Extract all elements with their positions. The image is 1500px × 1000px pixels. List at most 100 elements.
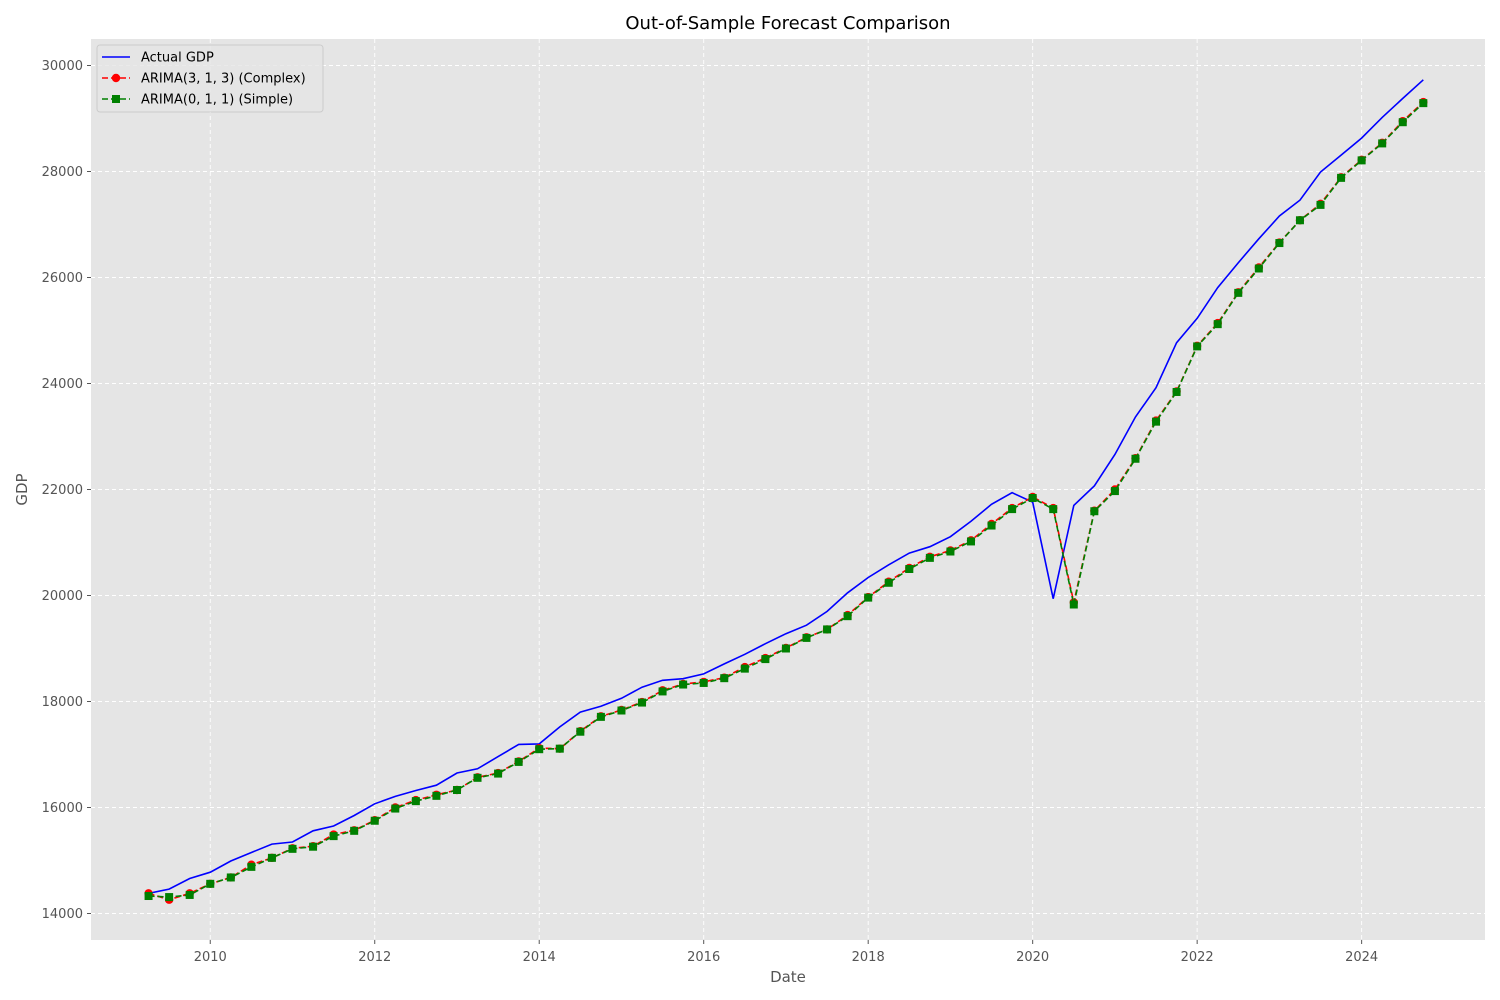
data-point (720, 674, 729, 683)
data-point (1090, 507, 1099, 516)
x-tick-label: 2012 (358, 950, 391, 965)
y-tick-label: 26000 (42, 271, 83, 286)
data-point (617, 706, 626, 715)
chart-title: Out-of-Sample Forecast Comparison (625, 13, 950, 34)
data-point (987, 521, 996, 530)
y-tick-label: 18000 (42, 695, 83, 710)
legend-item-arima-0-1-1-simple: ARIMA(0, 1, 1) (Simple) (102, 93, 293, 108)
data-point (144, 892, 153, 901)
x-tick-label: 2018 (852, 950, 885, 965)
x-tick-label: 2024 (1345, 950, 1378, 965)
y-axis-label: GDP (13, 473, 31, 505)
data-point (1275, 239, 1284, 248)
data-point (596, 712, 605, 721)
data-point (1419, 99, 1428, 108)
data-point (1193, 342, 1202, 351)
data-point (1172, 387, 1181, 396)
x-tick-label: 2022 (1181, 950, 1214, 965)
data-point (1069, 600, 1078, 609)
data-point (925, 553, 934, 562)
legend-item-actual-gdp: Actual GDP (102, 51, 214, 66)
data-point (473, 773, 482, 782)
data-point (514, 757, 523, 766)
legend-item-arima-3-1-3-complex: ARIMA(3, 1, 3) (Complex) (102, 72, 306, 87)
y-tick-label: 28000 (42, 165, 83, 180)
y-tick-label: 16000 (42, 801, 83, 816)
series-arima-0-1-1-simple (144, 99, 1428, 902)
legend: Actual GDP ARIMA(3, 1, 3) (Complex) ARIMA(… (96, 44, 324, 113)
data-point (699, 678, 708, 687)
data-point (494, 769, 503, 778)
legend-swatch-marker (111, 73, 121, 83)
data-point (638, 698, 647, 707)
data-point (165, 893, 174, 902)
data-point (1357, 156, 1366, 165)
data-point (309, 842, 318, 851)
data-point (1049, 505, 1058, 514)
data-point (1234, 288, 1243, 297)
x-tick-label: 2014 (523, 950, 556, 965)
series-layer (144, 79, 1428, 904)
y-tick-label: 14000 (42, 907, 83, 922)
x-axis-ticks: 2010 2012 2014 2016 2018 2020 2022 2024 (194, 940, 1378, 965)
y-tick-label: 30000 (42, 59, 83, 74)
y-axis-ticks: 14000 16000 18000 20000 22000 24000 26000 28000… (42, 59, 91, 922)
data-point (370, 816, 379, 825)
data-point (966, 537, 975, 546)
data-point (1337, 173, 1346, 182)
data-point (1152, 417, 1161, 426)
data-point (823, 625, 832, 634)
data-point (1008, 505, 1017, 514)
y-tick-label: 24000 (42, 377, 83, 392)
data-point (658, 687, 667, 696)
data-point (391, 804, 400, 813)
legend-label: ARIMA(0, 1, 1) (Simple) (141, 93, 293, 108)
x-tick-label: 2020 (1016, 950, 1049, 965)
data-point (329, 832, 338, 841)
data-point (185, 890, 194, 899)
data-point (1378, 139, 1387, 148)
data-point (206, 879, 215, 888)
data-point (1131, 454, 1140, 463)
data-point (535, 745, 544, 754)
data-point (555, 744, 564, 753)
data-point (1213, 320, 1222, 329)
legend-label: Actual GDP (141, 51, 214, 66)
data-point (350, 826, 359, 835)
data-point (802, 633, 811, 642)
data-point (1316, 200, 1325, 209)
data-point (905, 565, 914, 573)
data-point (1254, 264, 1263, 273)
x-axis-label: Date (770, 968, 806, 986)
data-point (288, 844, 297, 853)
data-point (432, 791, 441, 800)
x-tick-label: 2010 (194, 950, 227, 965)
legend-box (96, 44, 324, 113)
data-point (576, 727, 585, 736)
data-point (884, 578, 893, 587)
series-line (148, 79, 1424, 895)
data-point (843, 612, 852, 621)
data-point (267, 853, 276, 862)
data-point (452, 786, 461, 795)
data-point (247, 862, 256, 871)
data-point (1398, 118, 1407, 127)
data-point (1110, 487, 1119, 496)
data-point (679, 680, 688, 689)
y-tick-label: 20000 (42, 589, 83, 604)
data-point (740, 664, 749, 673)
data-point (761, 655, 770, 664)
series-actual-gdp (148, 79, 1424, 895)
data-point (226, 873, 235, 882)
x-tick-label: 2016 (687, 950, 720, 965)
data-point (781, 644, 790, 653)
legend-swatch-marker (112, 95, 120, 103)
legend-label: ARIMA(3, 1, 3) (Complex) (141, 72, 306, 87)
data-point (1028, 493, 1037, 502)
data-point (864, 593, 873, 602)
data-point (411, 797, 420, 806)
data-point (1295, 216, 1304, 225)
y-tick-label: 22000 (42, 483, 83, 498)
data-point (946, 547, 955, 556)
